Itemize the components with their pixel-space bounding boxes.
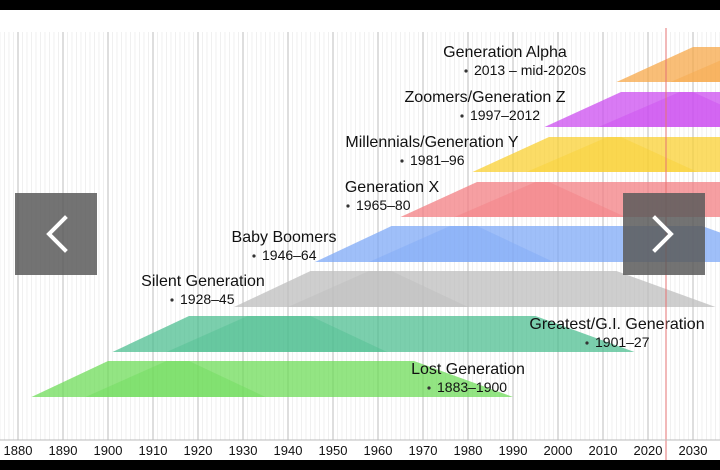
x-tick-label: 1930 [229, 443, 258, 458]
generation-band-core [670, 60, 720, 82]
generation-name: Generation Alpha [443, 44, 567, 61]
generation-band-core [598, 92, 720, 127]
x-tick-label: 1880 [4, 443, 33, 458]
generation-band-core [166, 316, 387, 352]
top-bar [0, 0, 720, 10]
x-tick-label: 1890 [49, 443, 78, 458]
generation-name: Silent Generation [141, 273, 265, 290]
x-tick-label: 1990 [499, 443, 528, 458]
generation-years: 1965–80 [356, 197, 411, 213]
generation-years: 1928–45 [180, 291, 235, 307]
x-tick-label: 1980 [454, 443, 483, 458]
x-tick-label: 1960 [364, 443, 393, 458]
generation-band-core [85, 361, 266, 397]
x-tick-label: 2030 [679, 443, 708, 458]
bullet-icon [585, 341, 589, 345]
generation-name: Baby Boomers [232, 229, 337, 246]
x-tick-label: 1920 [184, 443, 213, 458]
generation-band-core [288, 271, 468, 307]
generation-band [315, 226, 720, 262]
x-tick-label: 1940 [274, 443, 303, 458]
generation-name: Greatest/G.I. Generation [529, 316, 704, 333]
generations-timeline-image: Generation Alpha 2013 – mid-2020s Zoomers/… [0, 10, 720, 460]
generation-years: 2013 – mid-2020s [474, 62, 586, 78]
bullet-icon [170, 298, 174, 302]
bullet-icon [346, 204, 350, 208]
bullet-icon [464, 69, 468, 73]
generation-band [112, 316, 635, 352]
generation-name: Generation X [345, 179, 440, 196]
chevron-right-icon [652, 215, 674, 253]
generation-years: 1981–96 [410, 152, 465, 168]
generation-band [616, 47, 720, 82]
generation-name: Zoomers/Generation Z [405, 89, 566, 106]
bullet-icon [460, 114, 464, 118]
bullet-icon [252, 254, 256, 258]
generation-band-core [526, 137, 698, 172]
previous-image-button[interactable] [15, 193, 97, 275]
generation-years: 1901–27 [595, 334, 650, 350]
generation-band [234, 271, 716, 307]
generation-band-core [369, 226, 554, 262]
generation-years: 1946–64 [262, 247, 317, 263]
generation-name: Lost Generation [411, 361, 525, 378]
x-tick-label: 2020 [634, 443, 663, 458]
bottom-bar [0, 460, 720, 470]
next-image-button[interactable] [623, 193, 705, 275]
x-tick-label: 2000 [544, 443, 573, 458]
generation-band [31, 361, 513, 397]
generation-years: 1883–1900 [437, 379, 507, 395]
chevron-left-icon [46, 215, 68, 253]
generation-years: 1997–2012 [470, 107, 540, 123]
generation-band [472, 137, 720, 172]
generation-band-core [454, 182, 626, 217]
x-tick-label: 2010 [589, 443, 618, 458]
generation-band [544, 92, 720, 127]
x-tick-label: 1970 [409, 443, 438, 458]
generation-name: Millennials/Generation Y [345, 134, 518, 151]
x-tick-label: 1910 [139, 443, 168, 458]
x-tick-label: 1900 [94, 443, 123, 458]
x-tick-label: 1950 [319, 443, 348, 458]
bullet-icon [400, 159, 404, 163]
bullet-icon [427, 386, 431, 390]
